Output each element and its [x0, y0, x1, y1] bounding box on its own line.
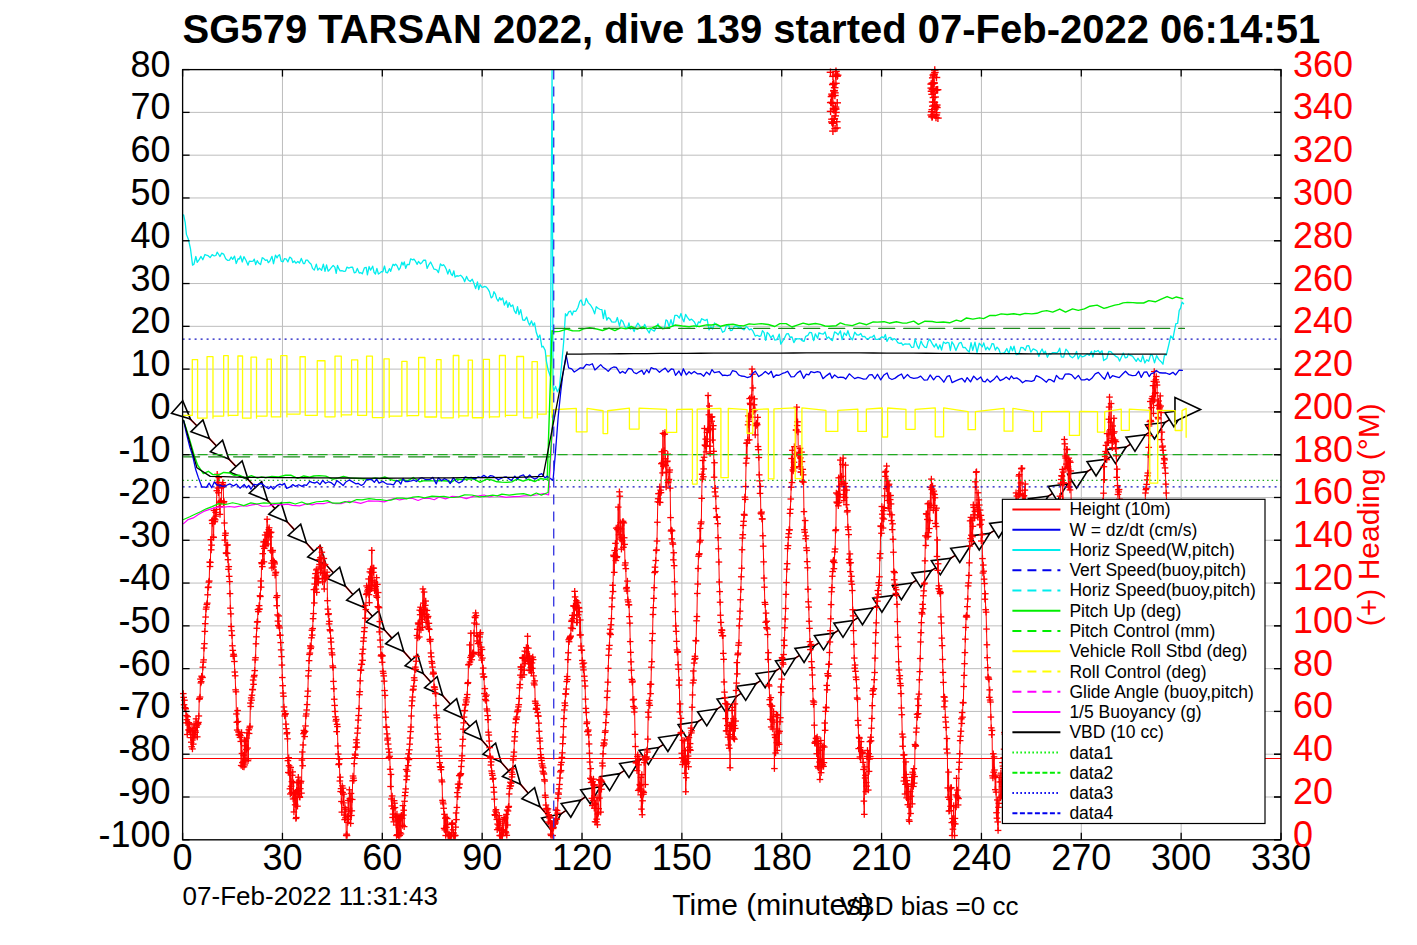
- svg-text:0: 0: [151, 386, 171, 427]
- svg-text:260: 260: [1293, 258, 1353, 299]
- svg-text:(+) Heading (°M): (+) Heading (°M): [1352, 403, 1385, 626]
- svg-text:280: 280: [1293, 215, 1353, 256]
- svg-text:240: 240: [951, 837, 1011, 878]
- svg-text:150: 150: [652, 837, 712, 878]
- svg-text:20: 20: [131, 300, 171, 341]
- svg-text:SG579 TARSAN 2022, dive 139 st: SG579 TARSAN 2022, dive 139 started 07-F…: [183, 7, 1321, 51]
- svg-text:-40: -40: [119, 557, 171, 598]
- svg-text:30: 30: [131, 258, 171, 299]
- svg-text:270: 270: [1051, 837, 1111, 878]
- svg-text:320: 320: [1293, 129, 1353, 170]
- svg-text:50: 50: [131, 172, 171, 213]
- svg-text:-60: -60: [119, 643, 171, 684]
- svg-text:160: 160: [1293, 471, 1353, 512]
- svg-text:-30: -30: [119, 514, 171, 555]
- svg-text:30: 30: [262, 837, 302, 878]
- svg-text:-90: -90: [119, 771, 171, 812]
- svg-text:80: 80: [1293, 643, 1333, 684]
- svg-text:90: 90: [462, 837, 502, 878]
- svg-text:210: 210: [852, 837, 912, 878]
- svg-text:-70: -70: [119, 685, 171, 726]
- svg-text:Height (10m): Height (10m): [1069, 499, 1170, 519]
- svg-text:-50: -50: [119, 600, 171, 641]
- svg-text:80: 80: [131, 44, 171, 85]
- svg-text:140: 140: [1293, 514, 1353, 555]
- svg-text:120: 120: [552, 837, 612, 878]
- svg-text:100: 100: [1293, 600, 1353, 641]
- svg-text:data1: data1: [1069, 743, 1113, 763]
- svg-text:-100: -100: [99, 814, 171, 855]
- svg-text:180: 180: [752, 837, 812, 878]
- svg-text:300: 300: [1293, 172, 1353, 213]
- svg-text:340: 340: [1293, 86, 1353, 127]
- svg-text:-80: -80: [119, 728, 171, 769]
- svg-text:data2: data2: [1069, 763, 1113, 783]
- svg-text:-10: -10: [119, 429, 171, 470]
- svg-text:data3: data3: [1069, 783, 1113, 803]
- svg-text:300: 300: [1151, 837, 1211, 878]
- svg-text:20: 20: [1293, 771, 1333, 812]
- svg-text:VBD bias =0 cc: VBD bias =0 cc: [840, 891, 1018, 921]
- svg-text:70: 70: [131, 86, 171, 127]
- svg-text:60: 60: [1293, 685, 1333, 726]
- svg-text:Glide Angle (buoy,pitch): Glide Angle (buoy,pitch): [1069, 682, 1254, 702]
- svg-text:Pitch Control (mm): Pitch Control (mm): [1069, 621, 1215, 641]
- svg-text:Horiz Speed(buoy,pitch): Horiz Speed(buoy,pitch): [1069, 580, 1255, 600]
- svg-text:Pitch Up (deg): Pitch Up (deg): [1069, 601, 1181, 621]
- svg-text:180: 180: [1293, 429, 1353, 470]
- svg-text:Horiz Speed(W,pitch): Horiz Speed(W,pitch): [1069, 540, 1234, 560]
- svg-text:VBD (10 cc): VBD (10 cc): [1069, 722, 1163, 742]
- svg-text:1/5 Buoyancy (g): 1/5 Buoyancy (g): [1069, 702, 1201, 722]
- svg-text:60: 60: [362, 837, 402, 878]
- svg-text:220: 220: [1293, 343, 1353, 384]
- svg-text:0: 0: [1293, 814, 1313, 855]
- svg-text:Roll Control (deg): Roll Control (deg): [1069, 662, 1206, 682]
- svg-text:120: 120: [1293, 557, 1353, 598]
- svg-text:Vert Speed(buoy,pitch): Vert Speed(buoy,pitch): [1069, 560, 1246, 580]
- svg-text:Vehicle Roll Stbd (deg): Vehicle Roll Stbd (deg): [1069, 641, 1247, 661]
- svg-text:240: 240: [1293, 300, 1353, 341]
- svg-text:40: 40: [1293, 728, 1333, 769]
- svg-text:200: 200: [1293, 386, 1353, 427]
- svg-text:40: 40: [131, 215, 171, 256]
- svg-text:0: 0: [173, 837, 193, 878]
- svg-text:-20: -20: [119, 471, 171, 512]
- svg-text:W = dz/dt (cm/s): W = dz/dt (cm/s): [1069, 520, 1197, 540]
- svg-text:360: 360: [1293, 44, 1353, 85]
- svg-text:07-Feb-2022 11:31:43: 07-Feb-2022 11:31:43: [183, 881, 438, 911]
- svg-text:data4: data4: [1069, 803, 1113, 823]
- svg-text:10: 10: [131, 343, 171, 384]
- svg-text:60: 60: [131, 129, 171, 170]
